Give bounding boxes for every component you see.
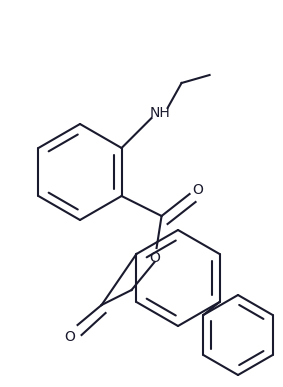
Text: O: O [64, 330, 75, 344]
Text: O: O [149, 251, 160, 265]
Text: O: O [192, 183, 203, 197]
Text: NH: NH [149, 106, 170, 120]
